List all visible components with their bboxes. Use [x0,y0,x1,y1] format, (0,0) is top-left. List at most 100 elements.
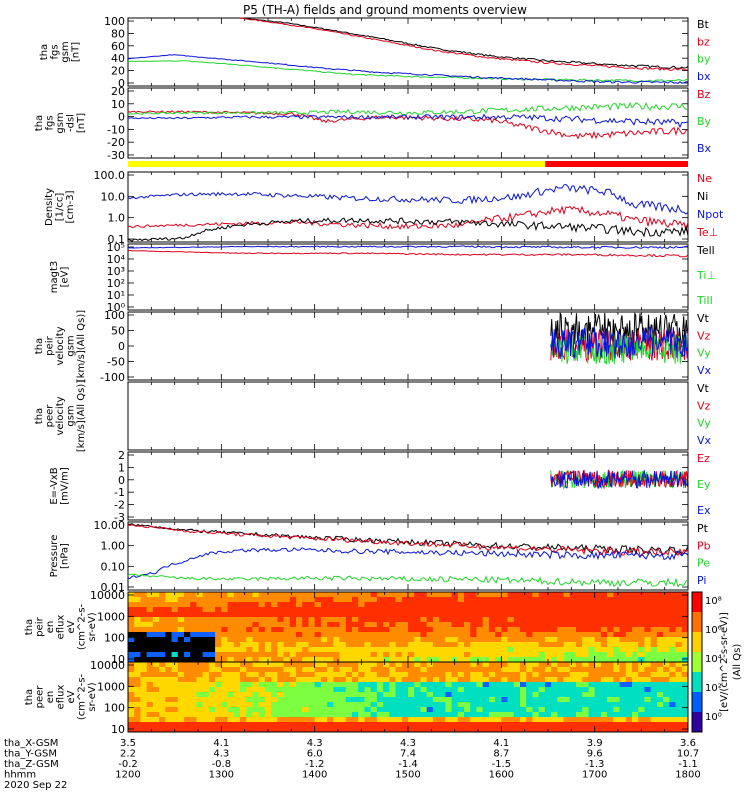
heatmap-cell [656,707,664,713]
heatmap-cell [202,632,210,638]
heatmap-cell [221,692,229,698]
heatmap-cell [464,717,471,723]
heatmap-cell [439,687,446,693]
legend-entry: Vy [697,417,711,430]
x-row-value: 10.7 [677,749,699,760]
heatmap-cell [476,652,484,658]
heatmap-cell [196,702,204,708]
heatmap-cell [520,647,527,653]
heatmap-cell [364,637,372,643]
heatmap-cell [296,657,303,663]
heatmap-cell [588,647,596,653]
heatmap-cell [457,697,465,703]
heatmap-cell [258,617,266,623]
heatmap-cell [632,637,639,643]
heatmap-cell [152,622,160,628]
heatmap-cell [464,647,471,653]
heatmap-cell [482,687,490,693]
heatmap-cell [619,657,627,663]
heatmap-cell [233,597,241,603]
heatmap-cell [227,707,235,713]
heatmap-cell [408,592,415,598]
heatmap-cell [576,692,583,698]
heatmap-cell [370,687,378,693]
heatmap-cell [202,687,210,693]
heatmap-cell [613,637,621,643]
heatmap-cell [252,652,260,658]
heatmap-cell [196,592,204,598]
heatmap-cell [625,712,633,718]
heatmap-cell [227,672,235,678]
heatmap-cell [128,597,135,603]
heatmap-cell [426,702,434,708]
heatmap-cell [513,707,521,713]
heatmap-cell [663,667,670,673]
heatmap-cell [171,682,179,688]
heatmap-cell [538,677,546,683]
heatmap-cell [227,612,235,618]
heatmap-cell [383,617,390,623]
heatmap-cell [258,717,266,723]
heatmap-cell [196,717,204,723]
heatmap-cell [669,602,677,608]
heatmap-cell [383,627,390,633]
heatmap-cell [582,597,589,603]
heatmap-cell [507,612,515,618]
heatmap-cell [632,602,639,608]
heatmap-cell [283,692,291,698]
heatmap-cell [607,727,614,733]
heatmap-cell [507,697,515,703]
heatmap-cell [202,672,210,678]
heatmap-cell [339,662,347,668]
heatmap-cell [432,677,440,683]
heatmap-cell [420,597,428,603]
heatmap-cell [383,682,390,688]
heatmap-cell [432,602,440,608]
heatmap-cell [152,682,160,688]
heatmap-cell [600,647,608,653]
heatmap-cell [625,707,633,713]
heatmap-cell [277,612,285,618]
heatmap-cell [476,592,484,598]
heatmap-cell [613,712,621,718]
heatmap-cell [582,592,589,598]
heatmap-cell [333,712,341,718]
heatmap-cell [364,612,372,618]
heatmap-cell [165,722,173,728]
heatmap-cell [532,657,540,663]
heatmap-cell [277,657,285,663]
heatmap-cell [681,627,689,633]
heatmap-cell [134,662,141,668]
heatmap-cell [507,622,515,628]
heatmap-cell [607,607,614,613]
heatmap-cell [551,632,558,638]
heatmap-cell [258,657,266,663]
heatmap-cell [588,597,596,603]
heatmap-cell [408,672,415,678]
heatmap-cell [320,597,328,603]
heatmap-cell [582,702,589,708]
heatmap-cell [333,702,341,708]
heatmap-cell [600,632,608,638]
heatmap-cell [594,682,602,688]
heatmap-cell [576,622,583,628]
heatmap-cell [159,707,166,713]
heatmap-cell [464,702,471,708]
heatmap-cell [283,682,291,688]
heatmap-cell [240,707,247,713]
heatmap-cell [594,657,602,663]
heatmap-cell [513,667,521,673]
heatmap-cell [358,622,365,628]
heatmap-cell [271,722,278,728]
heatmap-cell [513,647,521,653]
heatmap-cell [644,642,652,648]
heatmap-cell [128,672,135,678]
heatmap-cell [669,642,677,648]
heatmap-cell [395,592,403,598]
heatmap-cell [296,617,303,623]
heatmap-cell [165,632,173,638]
heatmap-cell [401,607,409,613]
y-axis-label: (cm^2-s- [77,673,88,720]
legend-entry: Pe [697,557,710,570]
heatmap-cell [663,607,670,613]
